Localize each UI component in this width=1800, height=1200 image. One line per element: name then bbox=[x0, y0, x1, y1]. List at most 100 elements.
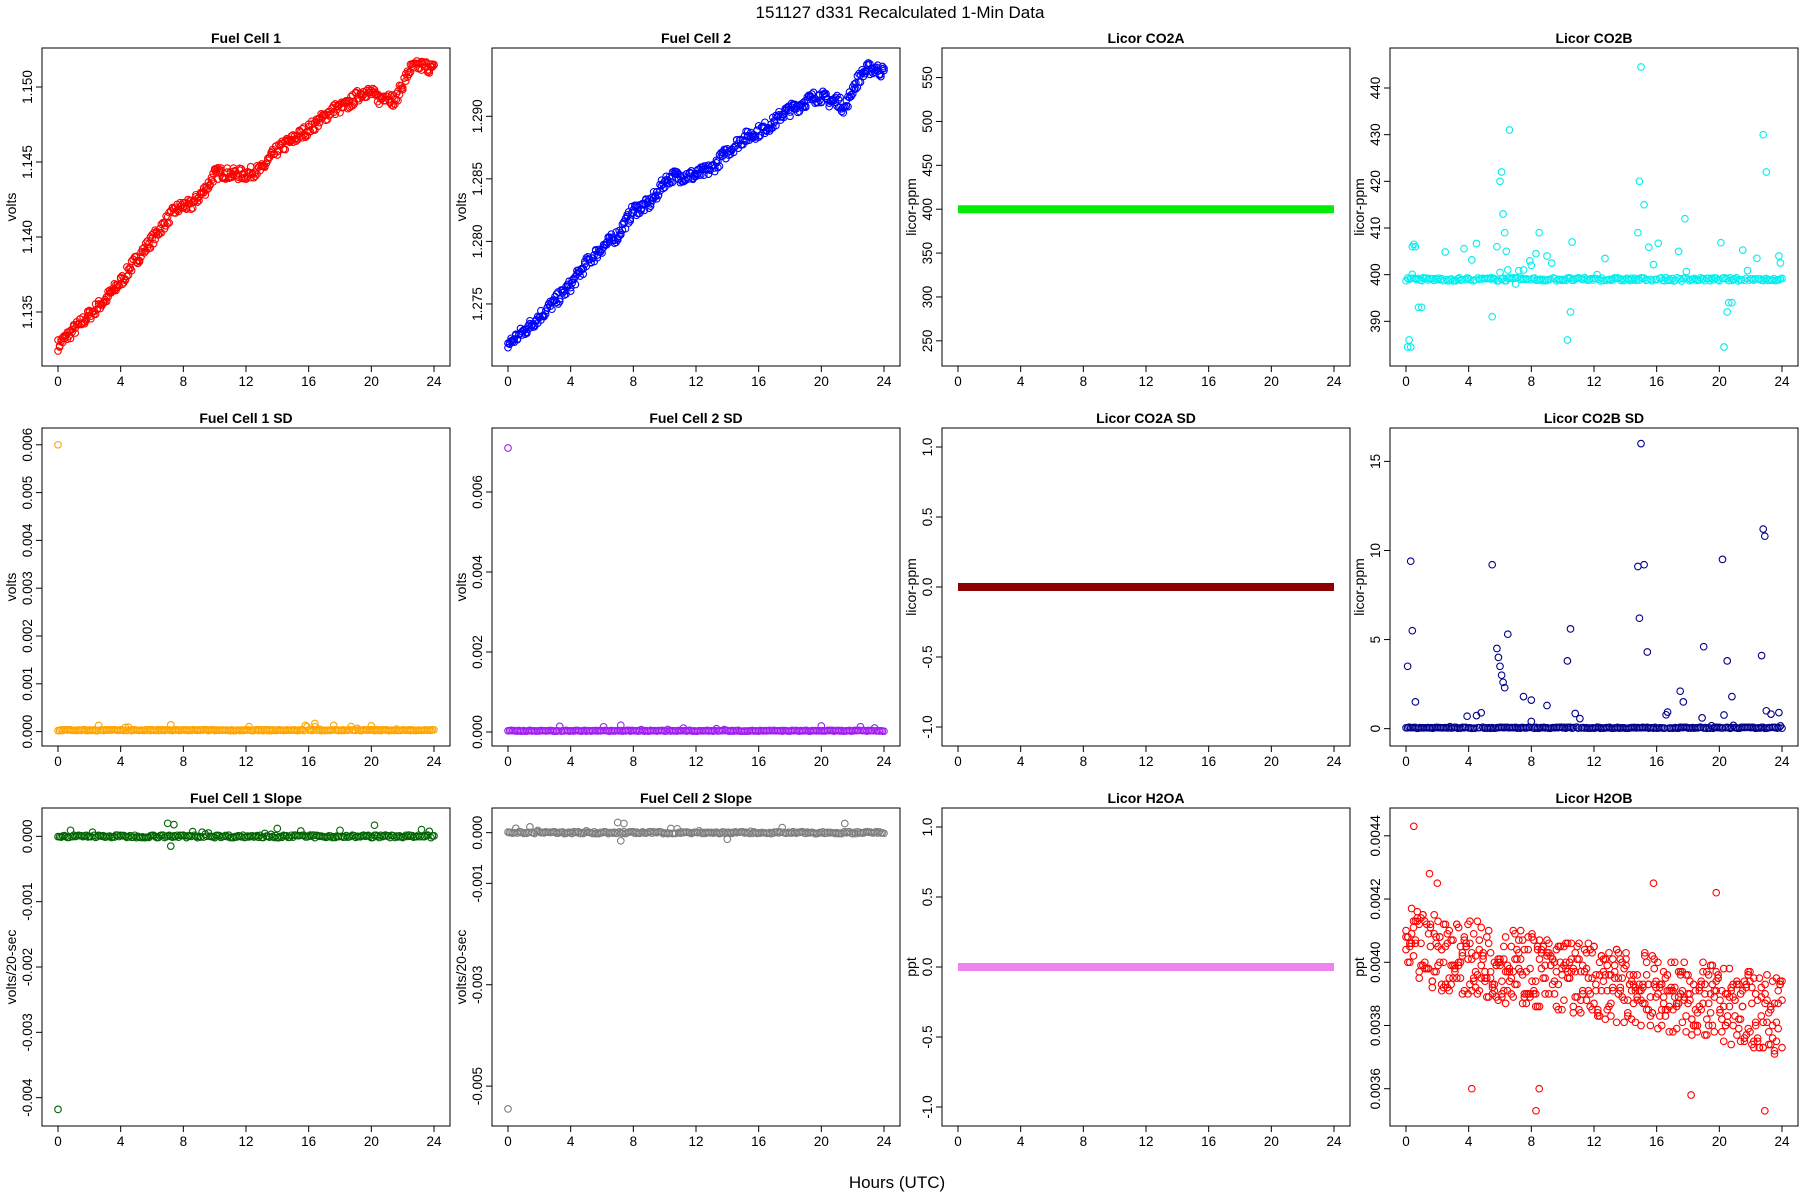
data-point bbox=[1759, 1043, 1768, 1052]
data-point bbox=[712, 156, 721, 165]
y-tick-label: 0.0042 bbox=[1368, 878, 1383, 919]
data-point bbox=[430, 725, 438, 734]
data-point bbox=[1488, 312, 1497, 321]
data-point bbox=[1527, 261, 1536, 270]
data-point bbox=[1639, 980, 1647, 989]
data-point bbox=[239, 174, 247, 183]
data-point bbox=[1520, 945, 1529, 954]
data-point bbox=[1763, 996, 1771, 1005]
data-point bbox=[1496, 955, 1504, 963]
y-tick-label: 0.000 bbox=[470, 816, 485, 850]
data-point bbox=[1633, 971, 1642, 979]
data-point bbox=[358, 93, 366, 101]
data-point bbox=[844, 102, 852, 111]
y-tick-label: 550 bbox=[920, 66, 935, 89]
data-point bbox=[527, 322, 536, 330]
data-point bbox=[1425, 869, 1434, 878]
data-point bbox=[82, 316, 91, 325]
x-tick-label: 20 bbox=[364, 754, 379, 769]
y-tick-label: 5 bbox=[1368, 636, 1383, 644]
data-point bbox=[1643, 275, 1652, 284]
x-tick-label: 4 bbox=[1017, 1134, 1025, 1149]
data-point bbox=[1601, 1015, 1610, 1024]
data-point bbox=[1704, 999, 1713, 1008]
data-point bbox=[1633, 996, 1642, 1005]
data-point bbox=[729, 143, 738, 152]
x-tick-label: 8 bbox=[180, 374, 188, 389]
data-point bbox=[1748, 983, 1756, 992]
data-point bbox=[851, 85, 860, 93]
x-tick-label: 24 bbox=[426, 374, 442, 389]
y-tick-label: 0.000 bbox=[20, 715, 35, 749]
data-point bbox=[1529, 936, 1538, 944]
y-axis-label: volts/20-sec bbox=[3, 930, 19, 1005]
data-point bbox=[1561, 958, 1570, 967]
data-point bbox=[1725, 1002, 1734, 1011]
y-tick-label: 1.135 bbox=[20, 295, 35, 329]
data-point bbox=[1467, 256, 1476, 264]
y-tick-label: 500 bbox=[920, 110, 935, 133]
data-point bbox=[1712, 986, 1721, 995]
data-point bbox=[754, 133, 763, 142]
data-point bbox=[645, 204, 653, 212]
data-point bbox=[1760, 1106, 1769, 1115]
data-point bbox=[1407, 904, 1416, 913]
data-point bbox=[1639, 983, 1647, 992]
data-point bbox=[504, 444, 512, 452]
data-point bbox=[430, 61, 438, 70]
plot-frame bbox=[1389, 807, 1799, 1127]
y-tick-label: 0.004 bbox=[20, 523, 35, 557]
data-point bbox=[1704, 1021, 1713, 1030]
data-point bbox=[1699, 967, 1707, 976]
data-point bbox=[1466, 917, 1474, 926]
y-tick-label: 0.001 bbox=[20, 667, 35, 701]
data-point bbox=[1719, 964, 1728, 973]
data-point bbox=[1531, 977, 1540, 986]
data-point bbox=[1738, 1002, 1747, 1011]
data-point bbox=[1723, 1012, 1732, 1020]
y-tick-label: 1.280 bbox=[470, 225, 485, 259]
data-point bbox=[1567, 955, 1576, 963]
y-tick-label: 420 bbox=[1368, 170, 1383, 193]
y-tick-label: 300 bbox=[920, 286, 935, 309]
data-point bbox=[1522, 999, 1531, 1008]
chart-panel: Licor CO2A SD licor-ppm 0 4 8 12 16 20 24 -1.0 -0.… bbox=[903, 410, 1351, 769]
y-axis-label: ppt bbox=[1351, 957, 1367, 977]
data-point bbox=[1550, 958, 1559, 967]
x-tick-label: 0 bbox=[954, 374, 962, 389]
data-point bbox=[1550, 990, 1559, 998]
y-tick-label: 440 bbox=[1368, 77, 1383, 100]
data-point bbox=[1699, 999, 1707, 1008]
data-point bbox=[1634, 228, 1642, 237]
data-point bbox=[1527, 696, 1536, 704]
data-point bbox=[1466, 276, 1475, 284]
data-point bbox=[281, 145, 290, 154]
data-point bbox=[1502, 247, 1511, 256]
x-tick-label: 12 bbox=[688, 374, 703, 389]
data-point bbox=[1531, 990, 1540, 998]
y-tick-label: 1.140 bbox=[20, 220, 35, 254]
data-point bbox=[102, 297, 111, 306]
data-point bbox=[1454, 923, 1463, 932]
data-point bbox=[878, 62, 887, 71]
chart-panel: Licor CO2B SD licor-ppm 0 4 8 12 16 20 24 0 5 10 15 bbox=[1351, 410, 1799, 769]
data-point bbox=[1681, 214, 1689, 223]
data-point bbox=[1541, 990, 1549, 998]
y-axis-label: volts bbox=[453, 573, 469, 602]
data-point bbox=[1612, 1018, 1621, 1027]
data-point bbox=[1631, 1018, 1640, 1027]
data-point bbox=[621, 224, 630, 233]
data-point bbox=[1759, 130, 1768, 139]
panel-title: Licor H2OA bbox=[1107, 790, 1184, 806]
y-tick-label: 1.0 bbox=[920, 438, 935, 457]
data-point bbox=[123, 272, 131, 281]
data-point bbox=[1571, 709, 1580, 718]
data-point bbox=[311, 719, 319, 728]
x-tick-label: 8 bbox=[1528, 374, 1536, 389]
data-point bbox=[1509, 967, 1518, 976]
plot-frame bbox=[41, 427, 451, 747]
y-axis-label: licor-ppm bbox=[1351, 178, 1367, 236]
x-tick-label: 4 bbox=[567, 754, 575, 769]
y-tick-label: 0.0040 bbox=[1368, 942, 1383, 983]
